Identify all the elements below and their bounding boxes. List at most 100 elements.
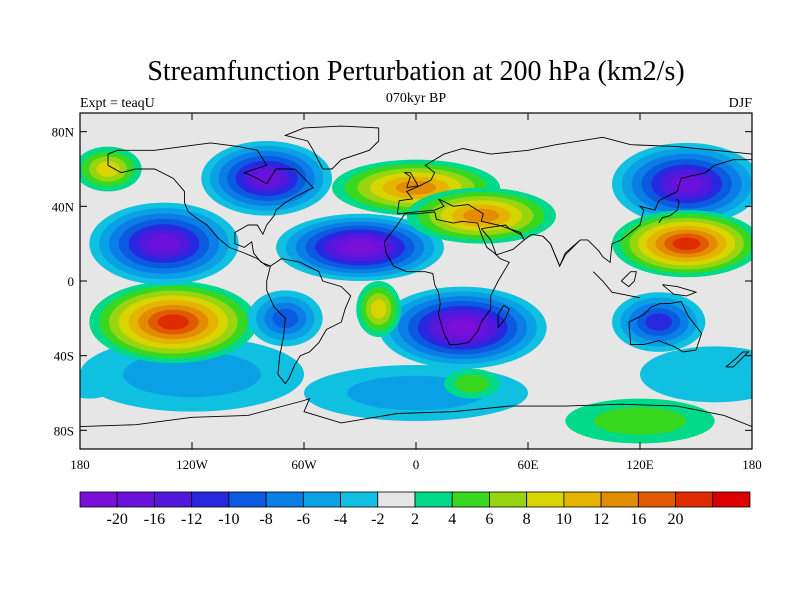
contour-band	[96, 161, 120, 177]
colorbar-label: 16	[630, 511, 646, 528]
contour-band	[645, 313, 673, 331]
season-label: DJF	[729, 96, 753, 111]
longitude-axis: 180 120W 60W 0 60E 120E 180	[70, 113, 762, 472]
coastline	[592, 271, 641, 299]
x-tick-label: 180	[70, 457, 90, 472]
contour-band	[672, 237, 701, 250]
contour-band	[370, 299, 387, 319]
anomaly-center	[612, 142, 752, 225]
colorbar-swatch	[265, 491, 304, 508]
colorbar-swatch	[414, 491, 453, 508]
coastline	[383, 211, 510, 345]
coastline	[662, 284, 698, 297]
coastline	[542, 235, 581, 268]
y-tick-label: 80N	[52, 125, 75, 140]
colorbar-label: 10	[556, 511, 572, 528]
anomaly-center	[89, 202, 239, 285]
coastline	[620, 271, 637, 288]
y-tick-label: 40N	[52, 199, 75, 214]
colorbar-label: -4	[334, 511, 347, 528]
colorbar-label: 12	[593, 511, 609, 528]
coastline	[283, 125, 380, 170]
colorbar: -20 -16 -12 -10 -8 -6 -4 -2 2 4 6 8 10 12 16 20	[79, 491, 751, 528]
latitude-axis: 80N 40N 0 40S 80S	[52, 125, 752, 438]
coastline	[480, 224, 525, 256]
colorbar-label: 20	[668, 511, 684, 528]
colorbar-swatch	[600, 491, 639, 508]
colorbar-swatch	[377, 491, 416, 508]
x-tick-label: 120E	[626, 457, 654, 472]
colorbar-swatch	[79, 491, 118, 508]
colorbar-swatch	[675, 491, 714, 508]
anomaly-center	[612, 210, 752, 278]
coastline	[658, 198, 680, 224]
colorbar-swatch	[563, 491, 602, 508]
colorbar-swatch	[526, 491, 565, 508]
y-tick-label: 80S	[54, 423, 74, 438]
y-tick-label: 40S	[54, 349, 74, 364]
contour-band	[594, 407, 686, 435]
coastline	[403, 172, 419, 189]
colorbar-swatch	[712, 491, 751, 508]
colorbar-swatch	[451, 491, 490, 508]
colorbar-label: -6	[297, 511, 310, 528]
coastline	[497, 304, 510, 328]
figure-title: Streamfunction Perturbation at 200 hPa (…	[147, 56, 684, 87]
contour-band	[463, 208, 500, 223]
coastline	[266, 258, 352, 385]
colorbar-swatch	[154, 491, 193, 508]
coastline	[628, 301, 703, 353]
colorbar-label: 4	[448, 511, 456, 528]
coastlines	[80, 125, 752, 428]
contour-band	[148, 235, 180, 253]
period-label: 070kyr BP	[386, 91, 447, 106]
map-plot-area: 180 120W 60W 0 60E 120E 180 80N 40N 0 40S 80S	[52, 112, 762, 472]
anomaly-center	[80, 368, 118, 399]
colorbar-swatch	[228, 491, 267, 508]
colorbar-swatch	[489, 491, 528, 508]
colorbar-swatch	[116, 491, 155, 508]
colorbar-label: -10	[218, 511, 239, 528]
colorbar-swatch	[191, 491, 230, 508]
x-tick-label: 60W	[291, 457, 317, 472]
anomaly-center	[201, 141, 332, 216]
colorbar-swatch	[302, 491, 341, 508]
anomaly-center	[276, 213, 444, 281]
coastline	[725, 351, 750, 368]
anomaly-center	[356, 281, 402, 337]
colorbar-swatch	[637, 491, 676, 508]
colorbar-swatch	[340, 491, 379, 508]
colorbar-label: -2	[371, 511, 384, 528]
anomaly-center	[89, 281, 258, 364]
coastline	[397, 159, 752, 268]
contour-band	[80, 368, 118, 399]
x-tick-label: 60E	[518, 457, 539, 472]
contour-band	[344, 241, 376, 254]
x-tick-label: 120W	[176, 457, 209, 472]
contour-band	[454, 374, 490, 393]
y-tick-label: 0	[68, 274, 75, 289]
contour-band	[447, 320, 479, 336]
anomaly-center	[565, 398, 715, 444]
contour-band	[640, 346, 752, 403]
colorbar-label: -20	[107, 511, 128, 528]
colorbar-label: 8	[523, 511, 531, 528]
coastline	[80, 397, 752, 428]
contour-band	[157, 314, 189, 330]
colorbar-label: 6	[485, 511, 493, 528]
colorbar-label: 2	[411, 511, 419, 528]
coastline	[107, 142, 315, 267]
anomaly-center	[444, 368, 500, 399]
x-tick-label: 180	[742, 457, 762, 472]
coastline	[396, 136, 752, 214]
streamfunction-field	[80, 141, 752, 444]
contour-band	[123, 351, 261, 398]
experiment-label: Expt = teaqU	[80, 96, 155, 111]
anomaly-center	[80, 146, 142, 192]
anomaly-center	[640, 346, 752, 403]
colorbar-label: -8	[259, 511, 272, 528]
anomaly-center	[378, 286, 547, 369]
colorbar-label: -16	[144, 511, 165, 528]
x-tick-label: 0	[413, 457, 420, 472]
